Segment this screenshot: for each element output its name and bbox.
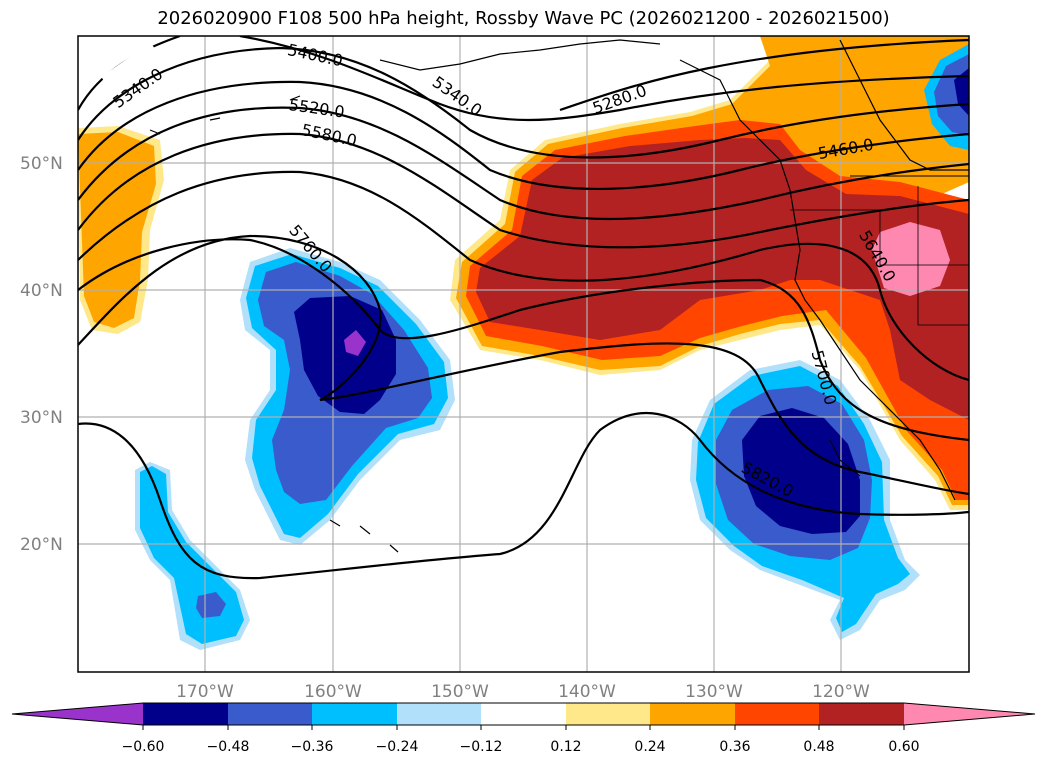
coastlines xyxy=(149,39,969,553)
lon-label-130w: 130°W xyxy=(685,682,743,702)
lat-label-30n: 30°N xyxy=(20,408,63,428)
colorbar-segment-7 xyxy=(650,703,735,725)
contour-5820 xyxy=(78,412,969,580)
lon-label-170w: 170°W xyxy=(176,682,234,702)
lat-label-40n: 40°N xyxy=(20,281,63,301)
colorbar-segment-8 xyxy=(735,703,819,725)
colorbar-tick-label: −0.48 xyxy=(207,739,250,755)
contour-5520 xyxy=(78,106,969,221)
contour-5760 xyxy=(78,234,969,496)
colorbar-segment-9 xyxy=(819,703,904,725)
colorbar-tick-label: −0.60 xyxy=(122,739,165,755)
contour-5280 xyxy=(559,38,969,112)
longitude-labels: 170°W 160°W 150°W 140°W 130°W 120°W xyxy=(176,682,870,702)
lon-label-120w: 120°W xyxy=(812,682,870,702)
lon-label-150w: 150°W xyxy=(431,682,489,702)
colorbar-min-arrow xyxy=(12,703,143,725)
colorbar-segment-6 xyxy=(566,703,650,725)
colorbar-ticks xyxy=(142,725,905,730)
colorbar-tick-label: −0.24 xyxy=(376,739,419,755)
contour-5640 xyxy=(78,170,969,382)
lon-label-140w: 140°W xyxy=(558,682,616,702)
colorbar-segment-5 xyxy=(481,703,566,725)
lat-label-20n: 20°N xyxy=(20,535,63,555)
map-title: 2026020900 F108 500 hPa height, Rossby W… xyxy=(157,8,890,29)
colorbar-tick-label: −0.12 xyxy=(460,739,503,755)
colorbar-tick-label: 0.36 xyxy=(719,739,750,755)
colorbar-tick-label: 0.48 xyxy=(803,739,834,755)
colorbar: −0.60 −0.48 −0.36 −0.24 −0.12 0.12 0.24 … xyxy=(11,702,1036,755)
contour-5700 xyxy=(78,238,969,442)
contour-5400 xyxy=(78,46,969,159)
colorbar-segment-4 xyxy=(397,703,481,725)
trough-anomaly-navy xyxy=(294,296,396,414)
positive-anomaly-west-core xyxy=(78,132,156,328)
subtropic-anomaly-blue xyxy=(196,592,226,618)
colorbar-tick-label: 0.24 xyxy=(634,739,665,755)
lat-label-50n: 50°N xyxy=(20,154,63,174)
colorbar-tick-label: 0.12 xyxy=(550,739,581,755)
colorbar-segment-2 xyxy=(228,703,312,725)
colorbar-max-arrow xyxy=(904,703,1035,725)
ridge-anomaly-pink xyxy=(872,222,950,296)
colorbar-tick-label: −0.36 xyxy=(291,739,334,755)
northeast-anomaly-blue xyxy=(934,54,969,136)
colorbar-segment-1 xyxy=(143,703,228,725)
east-trough-navy xyxy=(742,408,860,534)
height-contours xyxy=(78,36,969,580)
contour-5460 xyxy=(78,80,969,191)
latitude-labels: 50°N 40°N 30°N 20°N xyxy=(20,154,63,555)
trough-anomaly-purple xyxy=(344,330,366,356)
map-frame xyxy=(77,35,970,673)
colorbar-tick-label: 0.60 xyxy=(888,739,919,755)
lon-label-160w: 160°W xyxy=(304,682,362,702)
colorbar-segment-3 xyxy=(312,703,397,725)
contour-5340-b xyxy=(239,36,969,122)
ridge-anomaly-dark-red xyxy=(476,138,969,420)
contour-5580 xyxy=(78,132,969,249)
